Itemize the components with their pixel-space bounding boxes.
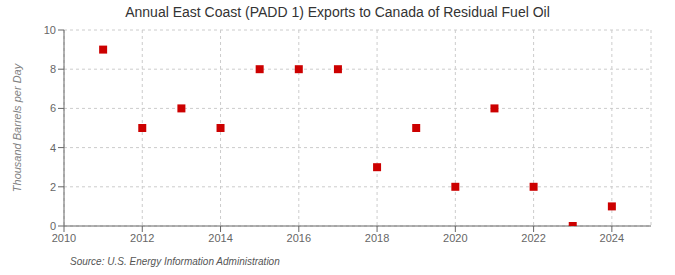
- svg-text:Thousand Barrels per Day: Thousand Barrels per Day: [11, 62, 23, 192]
- svg-text:2024: 2024: [600, 232, 624, 244]
- html-text:Source: U.S. Energy Informatio: Source: U.S. Energy Information Administ…: [70, 256, 280, 267]
- svg-text:2: 2: [50, 181, 56, 193]
- svg-text:2016: 2016: [287, 232, 311, 244]
- svg-text:8: 8: [50, 63, 56, 75]
- svg-text:10: 10: [44, 24, 56, 36]
- svg-text:2020: 2020: [443, 232, 467, 244]
- svg-text:2018: 2018: [365, 232, 389, 244]
- svg-text:2022: 2022: [521, 232, 545, 244]
- svg-text:2014: 2014: [208, 232, 232, 244]
- svg-text:4: 4: [50, 142, 56, 154]
- svg-text:2010: 2010: [52, 232, 76, 244]
- svg-text:6: 6: [50, 102, 56, 114]
- svg-text:0: 0: [50, 220, 56, 232]
- html-text:Annual East Coast (PADD 1) Exp: Annual East Coast (PADD 1) Exports to Ca…: [125, 4, 550, 20]
- svg-text:2012: 2012: [130, 232, 154, 244]
